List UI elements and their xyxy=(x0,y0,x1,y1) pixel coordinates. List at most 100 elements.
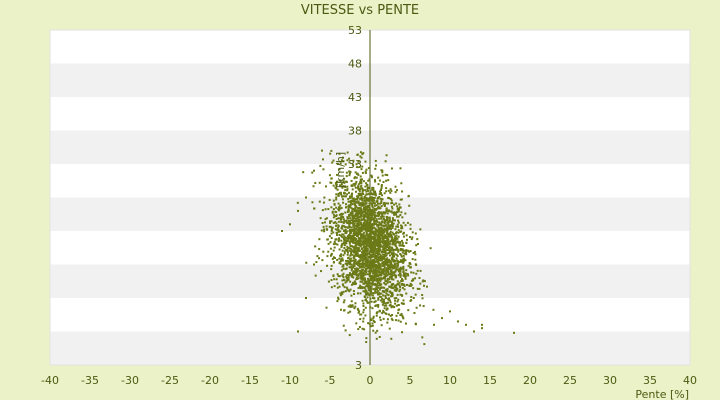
data-point xyxy=(380,233,383,236)
data-point xyxy=(372,317,375,320)
data-point xyxy=(319,217,322,220)
data-point xyxy=(404,224,407,227)
data-point xyxy=(322,168,325,171)
data-point xyxy=(383,266,386,269)
data-point xyxy=(377,289,380,292)
data-point xyxy=(346,245,349,248)
data-point xyxy=(397,319,400,322)
data-point xyxy=(346,259,349,262)
data-point xyxy=(383,260,386,263)
data-point xyxy=(351,217,354,220)
data-point xyxy=(402,221,405,224)
data-point xyxy=(338,192,341,195)
data-point xyxy=(333,246,336,249)
data-point xyxy=(385,288,388,291)
data-point xyxy=(368,238,371,241)
data-point xyxy=(407,264,410,267)
data-point xyxy=(365,190,368,193)
data-point xyxy=(376,220,379,223)
data-point xyxy=(357,328,360,331)
data-point xyxy=(390,283,393,286)
data-point xyxy=(343,252,346,255)
data-point xyxy=(359,255,362,258)
data-point xyxy=(355,240,358,243)
data-point xyxy=(343,235,346,238)
data-point xyxy=(370,269,373,272)
data-point xyxy=(361,257,364,260)
data-point xyxy=(414,232,417,235)
data-point xyxy=(386,218,389,221)
data-point xyxy=(359,223,362,226)
data-point xyxy=(352,273,355,276)
data-point xyxy=(372,226,375,229)
data-point xyxy=(391,202,394,205)
data-point xyxy=(367,270,370,273)
data-point xyxy=(371,225,374,228)
data-point xyxy=(384,294,387,297)
data-point xyxy=(364,227,367,230)
data-point xyxy=(367,215,370,218)
data-point xyxy=(356,195,359,198)
data-point xyxy=(375,270,378,273)
data-point xyxy=(370,198,373,201)
data-point xyxy=(358,310,361,313)
data-point xyxy=(329,220,332,223)
data-point xyxy=(362,311,365,314)
x-tick-label: -30 xyxy=(121,374,139,387)
data-point xyxy=(329,247,332,250)
data-point xyxy=(359,265,362,268)
data-point xyxy=(378,223,381,226)
data-point xyxy=(365,281,368,284)
data-point xyxy=(341,243,344,246)
data-point xyxy=(368,250,371,253)
data-point xyxy=(335,222,338,225)
data-point xyxy=(347,256,350,259)
data-point xyxy=(327,242,330,245)
data-point xyxy=(404,259,407,262)
data-point xyxy=(335,196,338,199)
data-point xyxy=(354,224,357,227)
data-point xyxy=(402,259,405,262)
data-point xyxy=(338,206,341,209)
data-point xyxy=(367,252,370,255)
data-point xyxy=(367,287,370,290)
data-point xyxy=(366,296,369,299)
data-point xyxy=(399,285,402,288)
data-point xyxy=(340,212,343,215)
data-point xyxy=(356,243,359,246)
data-point xyxy=(305,261,308,264)
data-point xyxy=(361,299,364,302)
data-point xyxy=(392,212,395,215)
data-point xyxy=(381,303,384,306)
data-point xyxy=(383,230,386,233)
data-point xyxy=(371,243,374,246)
data-point xyxy=(394,242,397,245)
data-point xyxy=(329,225,332,228)
data-point xyxy=(336,173,339,176)
data-point xyxy=(372,190,375,193)
data-point xyxy=(337,192,340,195)
data-point xyxy=(409,223,412,226)
data-point xyxy=(345,220,348,223)
data-point xyxy=(359,188,362,191)
data-point xyxy=(389,280,392,283)
data-point xyxy=(365,233,368,236)
data-point xyxy=(371,228,374,231)
data-point xyxy=(402,270,405,273)
data-point xyxy=(339,230,342,233)
data-point xyxy=(381,169,384,172)
data-point xyxy=(384,277,387,280)
data-point xyxy=(362,218,365,221)
data-point xyxy=(358,194,361,197)
data-point xyxy=(380,217,383,220)
data-point xyxy=(386,244,389,247)
data-point xyxy=(364,229,367,232)
data-point xyxy=(406,283,409,286)
data-point xyxy=(355,251,358,254)
data-point xyxy=(366,237,369,240)
data-point xyxy=(332,256,335,259)
data-point xyxy=(331,211,334,214)
data-point xyxy=(370,264,373,267)
data-point xyxy=(352,265,355,268)
data-point xyxy=(355,278,358,281)
